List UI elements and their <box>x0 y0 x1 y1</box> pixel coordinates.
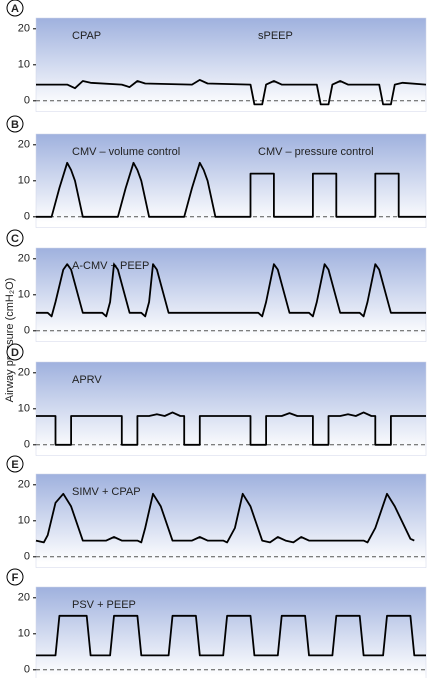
y-tick-label: 20 <box>18 367 30 379</box>
annotation: SIMV + CPAP <box>72 486 141 498</box>
y-tick-label: 20 <box>18 479 30 491</box>
annotation: sPEEP <box>258 30 293 42</box>
panel-badge <box>6 115 24 133</box>
waveform <box>36 79 427 106</box>
y-tick-label: 0 <box>24 325 30 337</box>
panel-label: C <box>11 233 19 245</box>
panel-badge <box>6 0 24 17</box>
y-tick-label: 20 <box>18 592 30 604</box>
panel-label: E <box>11 459 18 471</box>
plot-area <box>35 473 427 568</box>
waveform <box>36 263 426 318</box>
annotation: CMV – volume control <box>72 146 180 158</box>
panel-label: A <box>11 3 19 15</box>
y-tick-label: 10 <box>18 289 30 301</box>
panel-label: F <box>12 572 19 584</box>
y-tick-label: 0 <box>24 95 30 107</box>
y-tick-label: 10 <box>18 515 30 527</box>
panel-badge <box>6 568 24 586</box>
plot-area <box>35 17 427 112</box>
waveform <box>36 411 426 446</box>
y-tick-label: 0 <box>24 439 30 451</box>
y-axis-label: Airway pressure (cmH₂O) <box>4 278 16 403</box>
y-tick-label: 10 <box>18 628 30 640</box>
panel-badge <box>6 343 24 361</box>
y-tick-label: 20 <box>18 253 30 265</box>
plot-area <box>35 133 427 228</box>
panel-label: B <box>11 119 19 131</box>
y-tick-label: 10 <box>18 175 30 187</box>
annotation: APRV <box>72 374 102 386</box>
y-tick-label: 10 <box>18 403 30 415</box>
waveform <box>36 614 426 657</box>
panel-badge <box>6 455 24 473</box>
panel-badge <box>6 229 24 247</box>
y-tick-label: 20 <box>18 139 30 151</box>
annotation: CPAP <box>72 30 101 42</box>
annotation: PSV + PEEP <box>72 599 136 611</box>
plot-area <box>35 247 427 342</box>
annotation: A-CMV + PEEP <box>72 260 149 272</box>
y-tick-label: 0 <box>24 664 30 676</box>
y-tick-label: 0 <box>24 211 30 223</box>
y-tick-label: 20 <box>18 23 30 35</box>
waveform <box>36 161 426 218</box>
y-tick-label: 10 <box>18 59 30 71</box>
panel-label: D <box>11 347 19 359</box>
waveform <box>35 492 415 544</box>
y-tick-label: 0 <box>24 551 30 563</box>
annotation: CMV – pressure control <box>258 146 374 158</box>
